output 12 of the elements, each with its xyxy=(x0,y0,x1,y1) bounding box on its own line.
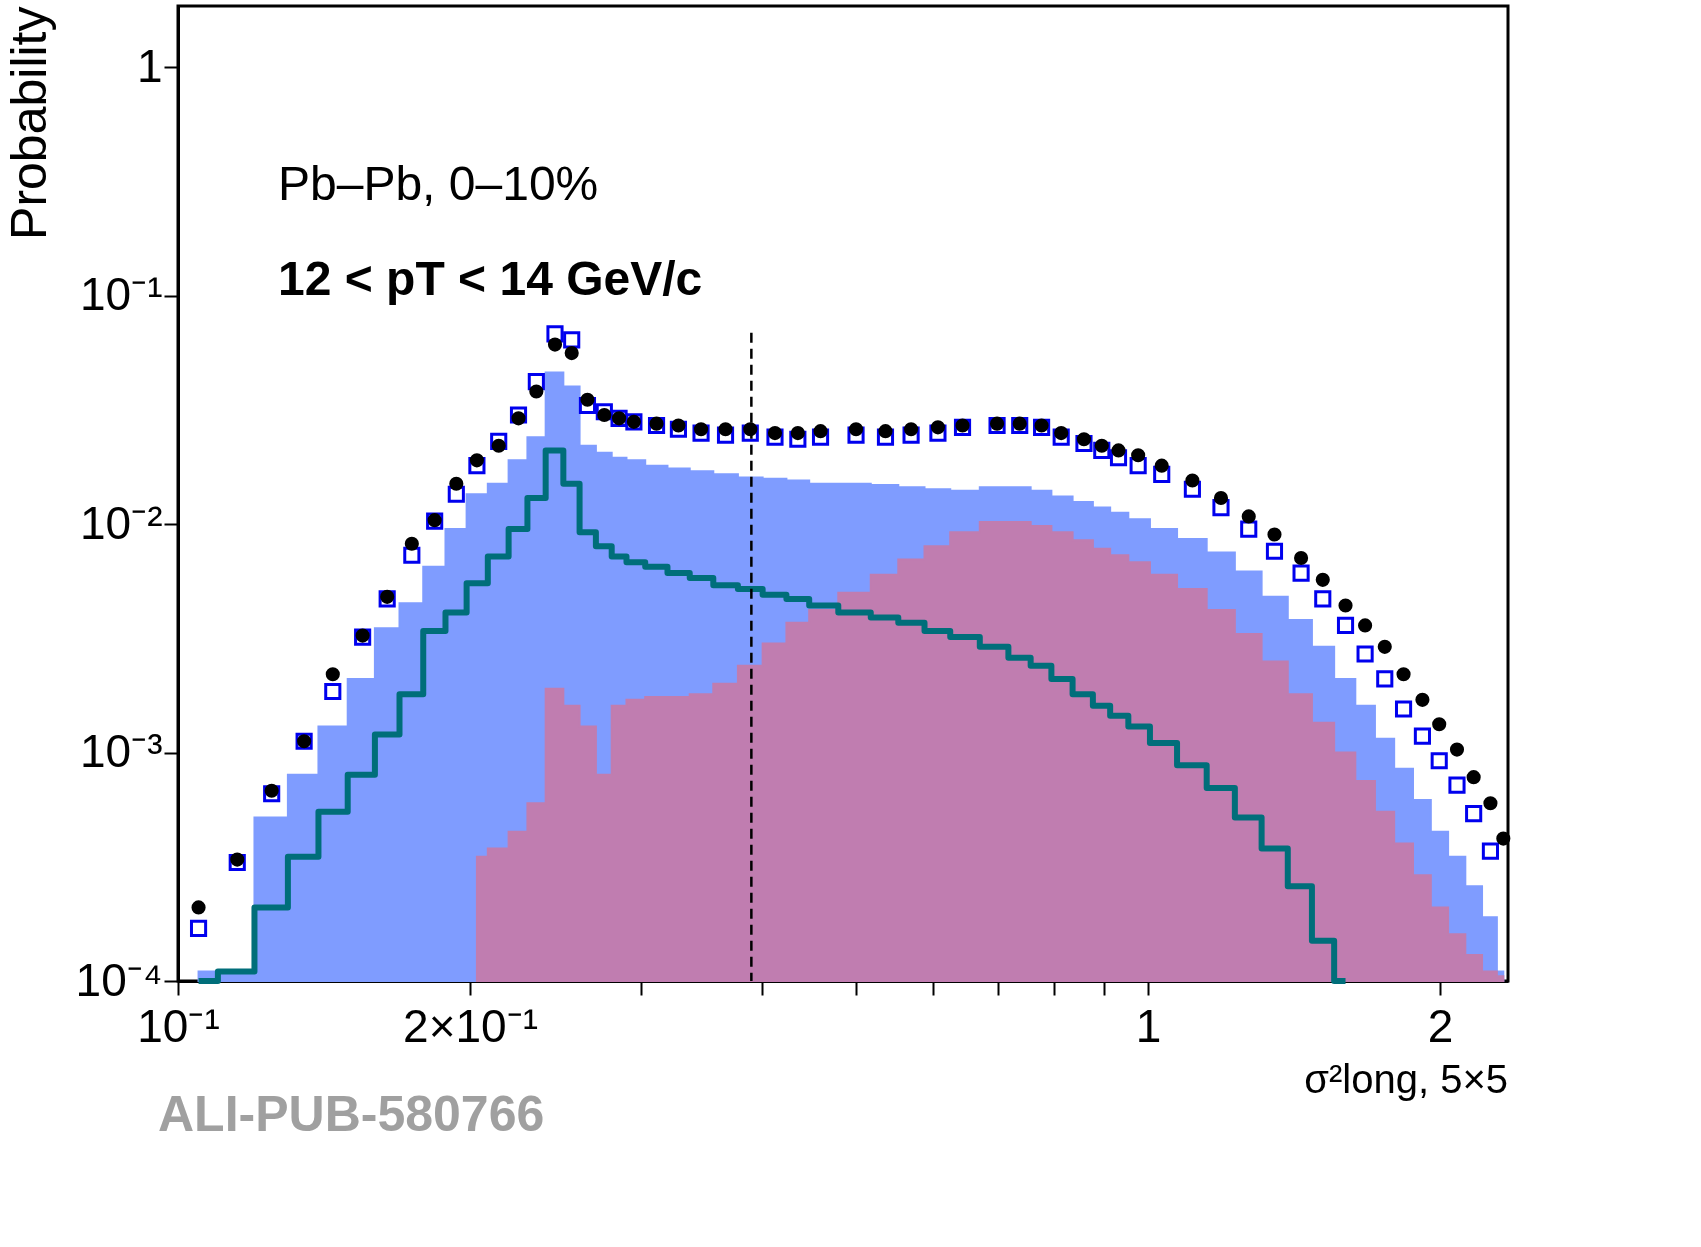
y-tick-label: 10⁻² xyxy=(80,496,163,549)
annotation: 12 < pT < 14 GeV/c xyxy=(278,252,703,305)
y-tick-label: 1 xyxy=(136,39,163,92)
text: ALI-PUB-580766 xyxy=(158,1086,545,1142)
x-tick-label: 1 xyxy=(1135,999,1162,1052)
annotation: Pb–Pb, 0–10% xyxy=(278,157,599,210)
x-axis-title: σ²long, 5×5 xyxy=(1304,1057,1508,1101)
y-axis-title: Probability xyxy=(0,6,57,240)
x-tick-label: 2×10⁻¹ xyxy=(403,999,538,1052)
y-tick-label: 10⁻¹ xyxy=(80,268,163,321)
y-tick-label: 10⁻³ xyxy=(80,725,163,778)
x-tick-label: 2 xyxy=(1427,999,1454,1052)
